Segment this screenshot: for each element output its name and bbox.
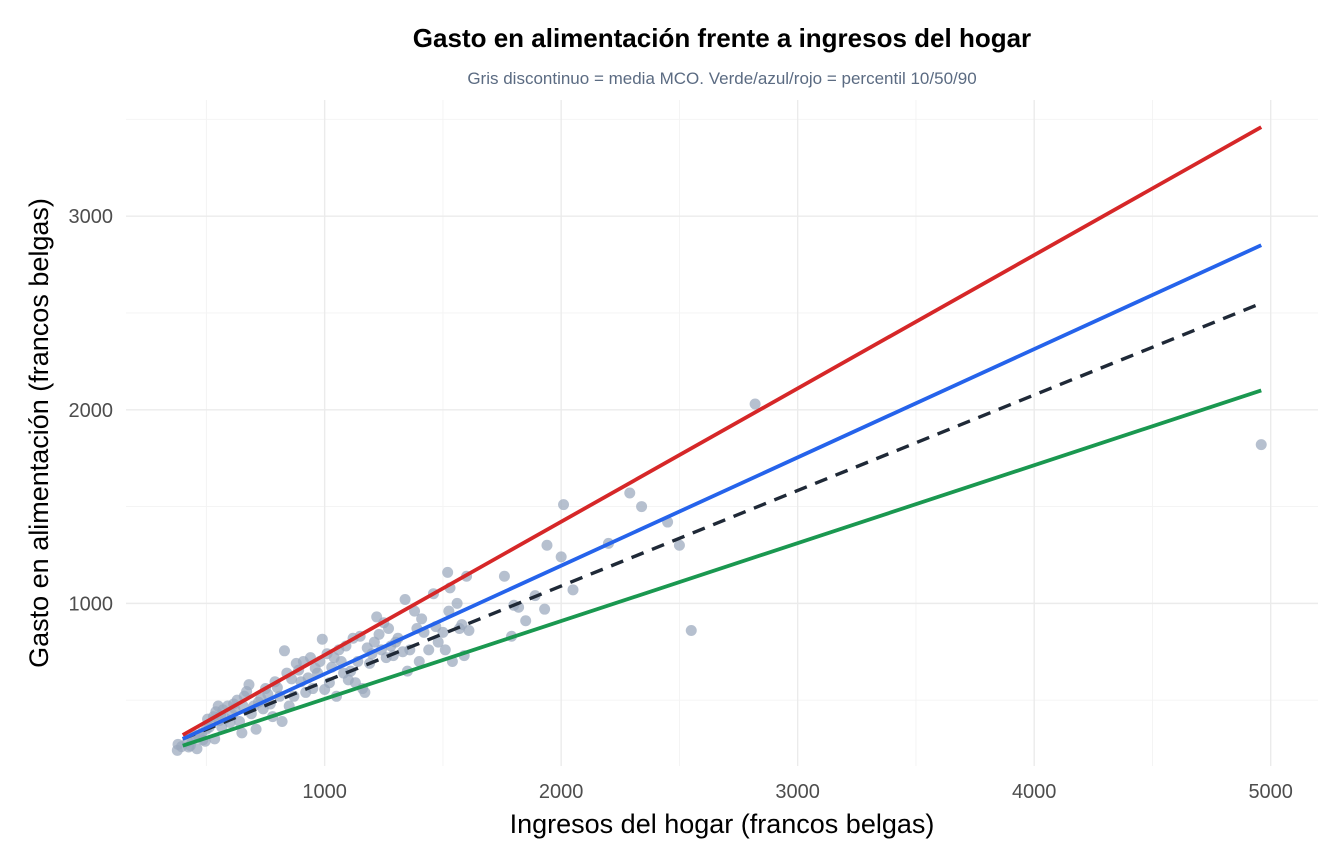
data-points xyxy=(171,398,1267,756)
data-point xyxy=(636,501,648,513)
data-point xyxy=(567,584,579,596)
data-point xyxy=(624,487,636,499)
data-point xyxy=(423,644,435,656)
data-point xyxy=(437,626,449,638)
y-tick-label: 1000 xyxy=(69,593,114,615)
data-point xyxy=(539,603,551,615)
data-point xyxy=(558,499,570,511)
x-tick-label: 4000 xyxy=(1012,781,1057,803)
data-point xyxy=(250,723,262,735)
y-tick-label: 3000 xyxy=(69,206,114,228)
y-axis-title: Gasto en alimentación (francos belgas) xyxy=(24,198,54,668)
data-point xyxy=(685,624,697,636)
x-tick-label: 2000 xyxy=(539,781,584,803)
data-point xyxy=(1255,439,1267,451)
data-point xyxy=(316,633,328,645)
data-point xyxy=(359,686,371,698)
data-point xyxy=(243,679,255,691)
data-point xyxy=(498,570,510,582)
data-point xyxy=(278,645,290,657)
data-point xyxy=(409,605,421,617)
x-tick-label: 1000 xyxy=(302,781,347,803)
data-point xyxy=(276,715,288,727)
data-point xyxy=(749,398,761,410)
y-tick-label: 2000 xyxy=(69,400,114,422)
quantile-line xyxy=(181,243,1263,741)
data-point xyxy=(416,613,428,625)
data-point xyxy=(413,655,425,667)
data-point xyxy=(463,624,475,636)
ols-mean-line xyxy=(182,301,1262,741)
chart-subtitle: Gris discontinuo = media MCO. Verde/azul… xyxy=(467,69,976,88)
x-axis-title: Ingresos del hogar (francos belgas) xyxy=(510,809,935,839)
quantile-line xyxy=(182,388,1262,748)
data-point xyxy=(451,597,463,609)
axis-ticks: 1000 2000 3000 4000 5000 1000 2000 3000 xyxy=(69,206,1293,803)
data-point xyxy=(555,551,567,563)
data-point xyxy=(383,623,395,635)
data-point xyxy=(541,539,553,551)
data-point xyxy=(520,615,532,627)
data-point xyxy=(432,636,444,648)
quantile-line xyxy=(181,125,1263,737)
x-tick-label: 5000 xyxy=(1248,781,1293,803)
x-tick-label: 3000 xyxy=(775,781,820,803)
data-point xyxy=(442,566,454,578)
chart-title: Gasto en alimentación frente a ingresos … xyxy=(413,23,1031,53)
data-point xyxy=(373,628,385,640)
data-point xyxy=(673,539,685,551)
regression-lines xyxy=(181,125,1263,748)
data-point xyxy=(399,594,411,605)
data-point xyxy=(236,727,248,739)
data-point xyxy=(191,743,203,755)
data-point xyxy=(439,644,451,656)
